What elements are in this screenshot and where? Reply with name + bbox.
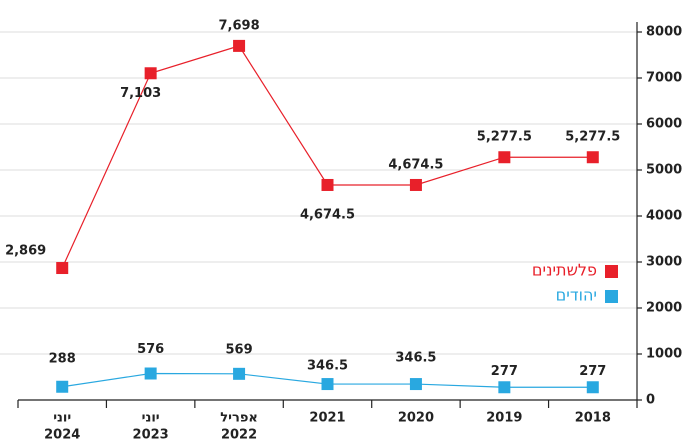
marker <box>144 67 157 80</box>
data-label: 5,277.5 <box>565 130 620 145</box>
marker <box>56 262 69 275</box>
data-label: 569 <box>226 342 253 357</box>
x-tick-label: 2022 <box>221 428 257 440</box>
y-tick-label: 7000 <box>646 71 682 86</box>
marker <box>409 378 422 391</box>
x-tick-label: 2019 <box>486 411 522 426</box>
x-tick-label: 2024 <box>44 428 80 440</box>
marker <box>409 178 422 191</box>
data-label: 5,277.5 <box>477 130 532 145</box>
y-tick-label: 8000 <box>646 25 682 40</box>
legend-label: פלשתינים <box>532 261 597 280</box>
legend-swatch <box>605 265 618 278</box>
data-label: 576 <box>137 342 164 357</box>
marker <box>233 39 246 52</box>
marker <box>144 367 157 380</box>
data-label: 288 <box>49 351 76 366</box>
x-tick-label: 2018 <box>575 411 611 426</box>
x-tick-label: 2020 <box>398 411 434 426</box>
data-label: 2,869 <box>5 244 46 259</box>
y-tick-label: 2000 <box>646 301 682 316</box>
marker <box>321 178 334 191</box>
x-tick-label: 2023 <box>133 428 169 440</box>
marker <box>586 381 599 394</box>
marker <box>586 151 599 164</box>
y-tick-label: 5000 <box>646 163 682 178</box>
y-tick-label: 4000 <box>646 209 682 224</box>
data-label: 4,674.5 <box>300 207 355 222</box>
y-tick-label: 0 <box>646 393 655 408</box>
x-tick-label: אפריל <box>220 411 258 426</box>
series-line <box>61 45 593 269</box>
y-tick-label: 1000 <box>646 347 682 362</box>
legend-swatch <box>605 290 618 303</box>
marker <box>498 151 511 164</box>
data-label: 7,698 <box>219 18 260 33</box>
marker <box>233 367 246 380</box>
data-label: 346.5 <box>395 351 436 366</box>
data-label: 4,674.5 <box>388 157 443 172</box>
data-label: 277 <box>491 364 518 379</box>
data-label: 346.5 <box>307 359 348 374</box>
data-label: 277 <box>579 364 606 379</box>
marker <box>56 380 69 393</box>
data-label: 7,103 <box>120 86 161 101</box>
y-tick-label: 3000 <box>646 255 682 270</box>
marker <box>321 378 334 391</box>
marker <box>498 381 511 394</box>
x-tick-label: יוני <box>53 411 71 426</box>
legend-label: יהודים <box>556 286 597 305</box>
y-tick-label: 6000 <box>646 117 682 132</box>
x-tick-label: 2021 <box>309 411 345 426</box>
x-tick-label: יוני <box>142 411 160 426</box>
